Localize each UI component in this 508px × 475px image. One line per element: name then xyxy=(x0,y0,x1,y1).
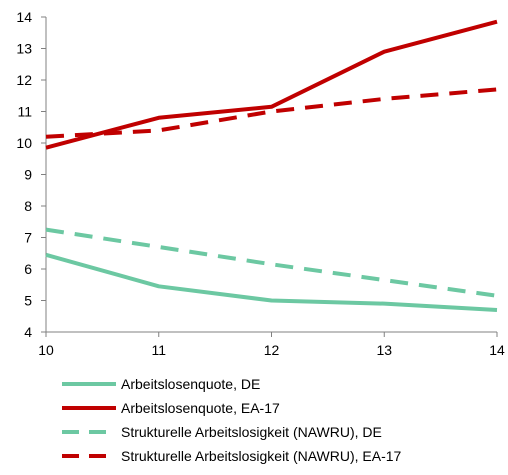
series-line-3 xyxy=(45,227,498,298)
legend: Arbeitslosenquote, DE Arbeitslosenquote, … xyxy=(62,376,402,464)
x-tick-label: 14 xyxy=(489,342,505,358)
y-tick-label: 5 xyxy=(24,293,32,309)
series-group xyxy=(45,19,498,312)
legend-label-4: Strukturelle Arbeitslosigkeit (NAWRU), E… xyxy=(121,448,402,464)
y-tick-label: 10 xyxy=(16,135,32,151)
legend-label-3: Strukturelle Arbeitslosigkeit (NAWRU), D… xyxy=(121,424,382,440)
y-tick-label: 8 xyxy=(24,198,32,214)
series-line-1 xyxy=(45,252,498,312)
x-tick-label: 13 xyxy=(376,342,392,358)
x-tick-label: 12 xyxy=(264,342,280,358)
series-line-4 xyxy=(45,87,498,139)
y-tick-label: 12 xyxy=(16,72,32,88)
x-tick-label: 11 xyxy=(151,342,166,358)
y-tick-label: 6 xyxy=(24,261,32,277)
axes: 4 5 6 7 8 9 10 11 12 13 14 10 11 12 13 14 xyxy=(16,9,505,358)
y-tick-label: 13 xyxy=(16,41,32,57)
y-tick-label: 11 xyxy=(17,104,32,120)
y-tick-label: 4 xyxy=(24,324,32,340)
y-tick-label: 9 xyxy=(24,167,32,183)
y-tick-label: 14 xyxy=(16,9,32,25)
legend-label-1: Arbeitslosenquote, DE xyxy=(121,376,260,392)
y-tick-label: 7 xyxy=(24,230,32,246)
series-line-2 xyxy=(45,19,498,150)
x-tick-label: 10 xyxy=(38,342,54,358)
legend-label-2: Arbeitslosenquote, EA-17 xyxy=(121,400,280,416)
